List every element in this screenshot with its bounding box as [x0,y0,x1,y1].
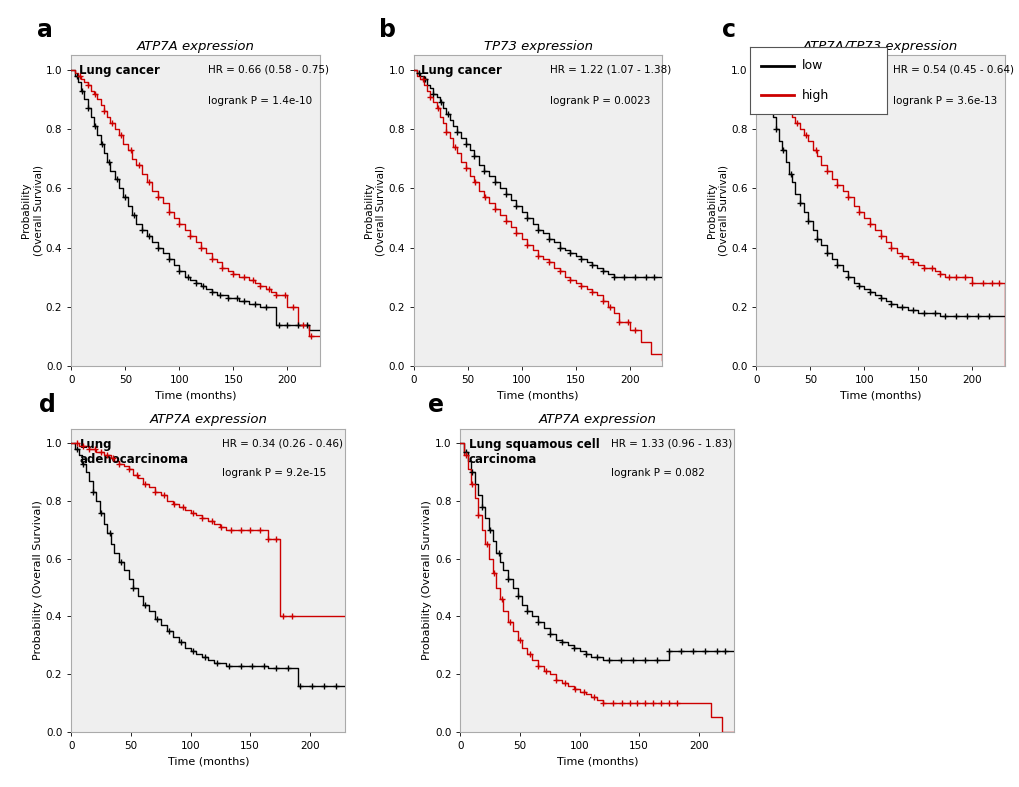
Text: HR = 1.33 (0.96 - 1.83): HR = 1.33 (0.96 - 1.83) [610,438,732,448]
Title: ATP7A/TP73 expression: ATP7A/TP73 expression [802,39,957,53]
Text: HR = 0.54 (0.45 - 0.64): HR = 0.54 (0.45 - 0.64) [892,65,1013,75]
Text: HR = 1.22 (1.07 - 1.38): HR = 1.22 (1.07 - 1.38) [550,65,672,75]
X-axis label: Time (months): Time (months) [839,390,920,401]
Text: logrank P = 1.4e-10: logrank P = 1.4e-10 [208,95,312,105]
Text: e: e [427,393,443,416]
Text: Lung cancer: Lung cancer [421,65,501,77]
Text: HR = 0.34 (0.26 - 0.46): HR = 0.34 (0.26 - 0.46) [222,438,342,448]
Text: logrank P = 0.0023: logrank P = 0.0023 [550,95,650,105]
X-axis label: Time (months): Time (months) [155,390,236,401]
Text: Lung
adenocarcinoma: Lung adenocarcinoma [79,438,189,466]
Text: Lung cancer: Lung cancer [763,65,844,77]
Text: a: a [37,18,52,42]
Text: c: c [721,18,735,42]
Y-axis label: Probability
(Overall Survival): Probability (Overall Survival) [21,165,43,256]
Y-axis label: Probability
(Overall Survival): Probability (Overall Survival) [364,165,385,256]
X-axis label: Time (months): Time (months) [167,756,249,767]
Y-axis label: Probability (Overall Survival): Probability (Overall Survival) [33,501,43,660]
Text: high: high [801,89,828,102]
Text: HR = 0.66 (0.58 - 0.75): HR = 0.66 (0.58 - 0.75) [208,65,328,75]
Text: Lung squamous cell
carcinoma: Lung squamous cell carcinoma [468,438,599,466]
Text: logrank P = 3.6e-13: logrank P = 3.6e-13 [892,95,997,105]
Y-axis label: Probability
(Overall Survival): Probability (Overall Survival) [706,165,728,256]
Text: logrank P = 9.2e-15: logrank P = 9.2e-15 [222,468,326,478]
Title: ATP7A expression: ATP7A expression [137,39,254,53]
Y-axis label: Probability (Overall Survival): Probability (Overall Survival) [422,501,432,660]
Title: TP73 expression: TP73 expression [483,39,592,53]
Text: b: b [379,18,395,42]
Text: low: low [801,60,822,72]
Title: ATP7A expression: ATP7A expression [538,413,655,427]
Text: Lung cancer: Lung cancer [78,65,160,77]
Text: d: d [39,393,55,416]
Text: logrank P = 0.082: logrank P = 0.082 [610,468,704,478]
X-axis label: Time (months): Time (months) [497,390,578,401]
X-axis label: Time (months): Time (months) [556,756,638,767]
Title: ATP7A expression: ATP7A expression [150,413,267,427]
